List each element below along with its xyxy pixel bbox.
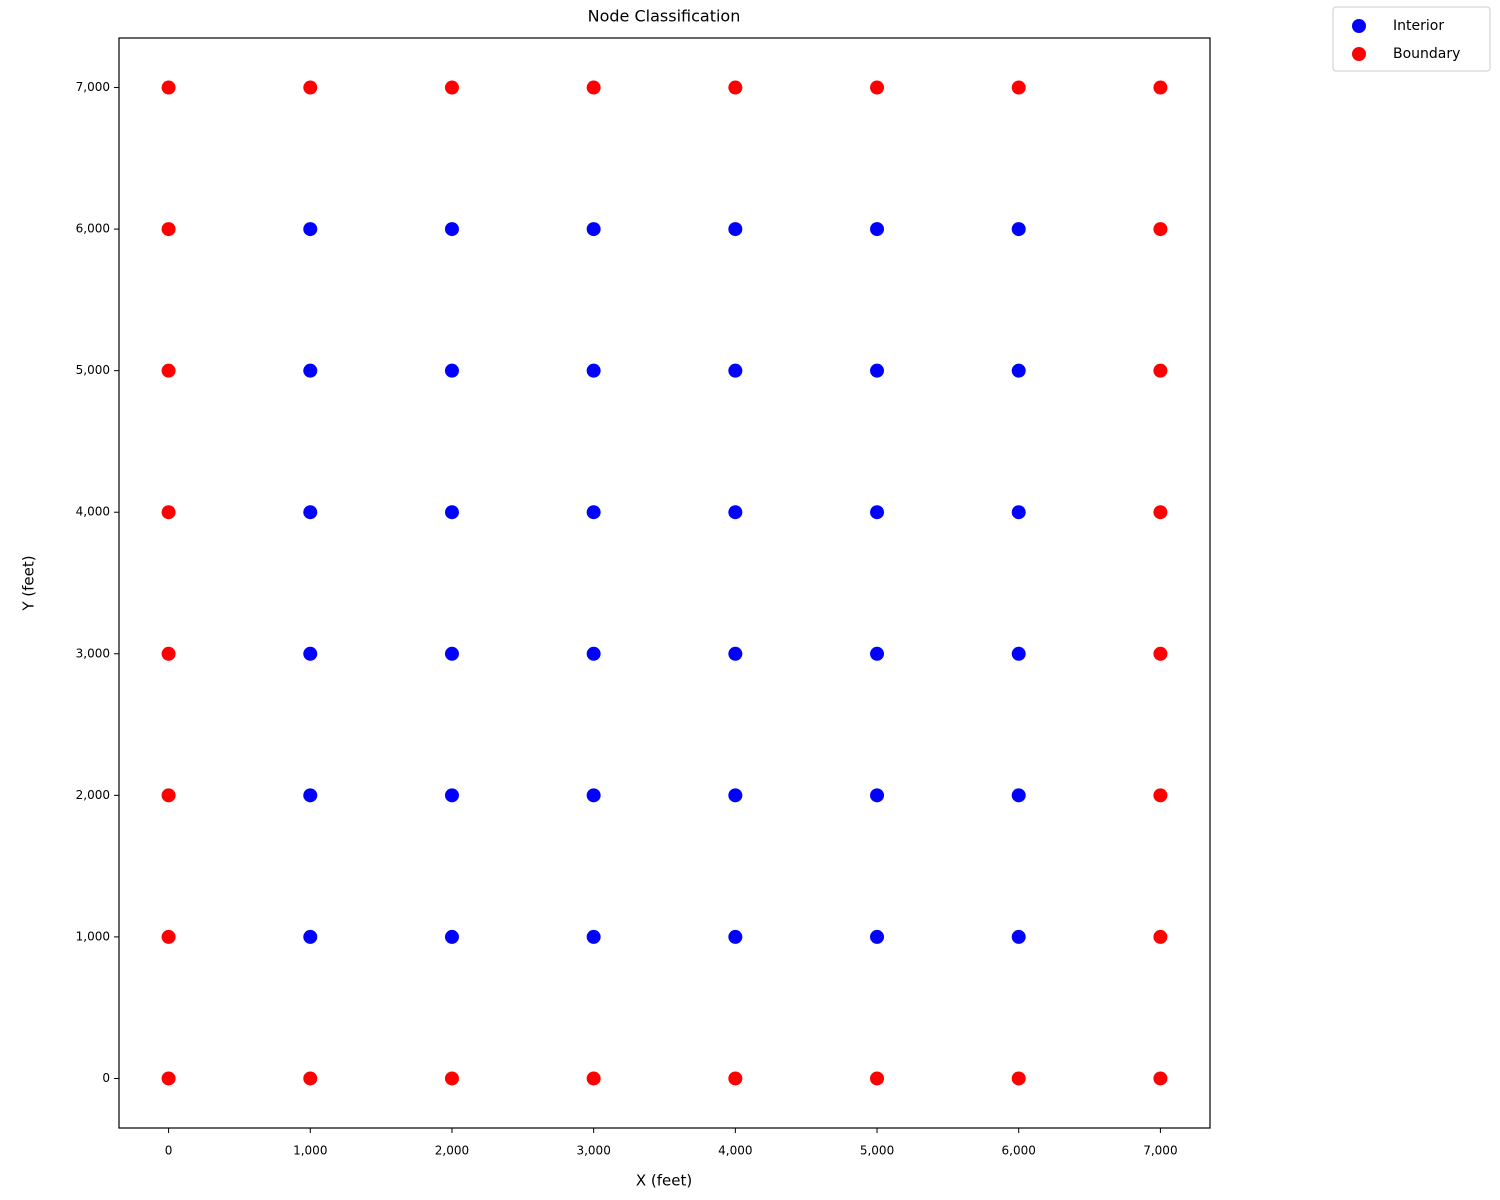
legend-marker bbox=[1352, 47, 1366, 61]
point bbox=[1011, 505, 1026, 520]
point bbox=[1153, 929, 1168, 944]
point bbox=[303, 80, 318, 95]
point bbox=[1011, 788, 1026, 803]
point bbox=[1011, 929, 1026, 944]
y-tick-label: 3,000 bbox=[76, 646, 110, 660]
legend-marker bbox=[1352, 19, 1366, 33]
point bbox=[728, 363, 743, 378]
point bbox=[444, 646, 459, 661]
point bbox=[1011, 363, 1026, 378]
point bbox=[1153, 1071, 1168, 1086]
point bbox=[728, 1071, 743, 1086]
point bbox=[586, 788, 601, 803]
point bbox=[870, 80, 885, 95]
point bbox=[870, 1071, 885, 1086]
point bbox=[161, 1071, 176, 1086]
point bbox=[870, 222, 885, 237]
y-tick-label: 0 bbox=[102, 1071, 110, 1085]
point bbox=[444, 788, 459, 803]
x-tick-label: 0 bbox=[165, 1144, 173, 1158]
point bbox=[303, 222, 318, 237]
point bbox=[444, 505, 459, 520]
y-tick-label: 1,000 bbox=[76, 929, 110, 943]
point bbox=[444, 363, 459, 378]
point bbox=[1011, 222, 1026, 237]
point bbox=[161, 363, 176, 378]
point bbox=[444, 80, 459, 95]
point bbox=[303, 788, 318, 803]
legend-label: Boundary bbox=[1393, 46, 1460, 62]
legend-label: Interior bbox=[1393, 18, 1444, 34]
point bbox=[586, 80, 601, 95]
point bbox=[870, 363, 885, 378]
point bbox=[728, 222, 743, 237]
point bbox=[303, 646, 318, 661]
plot-frame bbox=[118, 37, 1211, 1129]
point bbox=[728, 788, 743, 803]
x-axis-label: X (feet) bbox=[636, 1172, 692, 1190]
point bbox=[1153, 788, 1168, 803]
point bbox=[161, 788, 176, 803]
point bbox=[1153, 80, 1168, 95]
y-axis-label: Y (feet) bbox=[20, 555, 38, 611]
x-tick-label: 2,000 bbox=[435, 1144, 469, 1158]
x-tick-label: 7,000 bbox=[1143, 1144, 1177, 1158]
point bbox=[303, 505, 318, 520]
point bbox=[728, 505, 743, 520]
point bbox=[870, 505, 885, 520]
point bbox=[1153, 363, 1168, 378]
point bbox=[303, 929, 318, 944]
point bbox=[1011, 646, 1026, 661]
point bbox=[1153, 505, 1168, 520]
point bbox=[161, 505, 176, 520]
y-tick-label: 2,000 bbox=[76, 788, 110, 802]
point bbox=[444, 929, 459, 944]
point bbox=[728, 80, 743, 95]
point bbox=[303, 1071, 318, 1086]
chart-title: Node Classification bbox=[588, 7, 741, 26]
point bbox=[586, 1071, 601, 1086]
point bbox=[444, 222, 459, 237]
point bbox=[1011, 80, 1026, 95]
point bbox=[728, 646, 743, 661]
point bbox=[586, 929, 601, 944]
point bbox=[728, 929, 743, 944]
point bbox=[161, 929, 176, 944]
y-tick-label: 7,000 bbox=[76, 80, 110, 94]
point bbox=[586, 505, 601, 520]
x-tick-label: 4,000 bbox=[718, 1144, 752, 1158]
point bbox=[870, 646, 885, 661]
point bbox=[586, 222, 601, 237]
y-tick-label: 4,000 bbox=[76, 505, 110, 519]
point bbox=[1153, 646, 1168, 661]
point bbox=[870, 788, 885, 803]
x-tick-label: 6,000 bbox=[1002, 1144, 1036, 1158]
legend-box bbox=[1332, 6, 1491, 72]
y-tick-label: 6,000 bbox=[76, 222, 110, 236]
point bbox=[870, 929, 885, 944]
point bbox=[586, 646, 601, 661]
point bbox=[161, 222, 176, 237]
point bbox=[586, 363, 601, 378]
point bbox=[161, 646, 176, 661]
point bbox=[1011, 1071, 1026, 1086]
y-tick-label: 5,000 bbox=[76, 363, 110, 377]
point bbox=[303, 363, 318, 378]
point bbox=[1153, 222, 1168, 237]
x-tick-label: 5,000 bbox=[860, 1144, 894, 1158]
x-tick-label: 3,000 bbox=[576, 1144, 610, 1158]
point bbox=[161, 80, 176, 95]
point bbox=[444, 1071, 459, 1086]
x-tick-label: 1,000 bbox=[293, 1144, 327, 1158]
